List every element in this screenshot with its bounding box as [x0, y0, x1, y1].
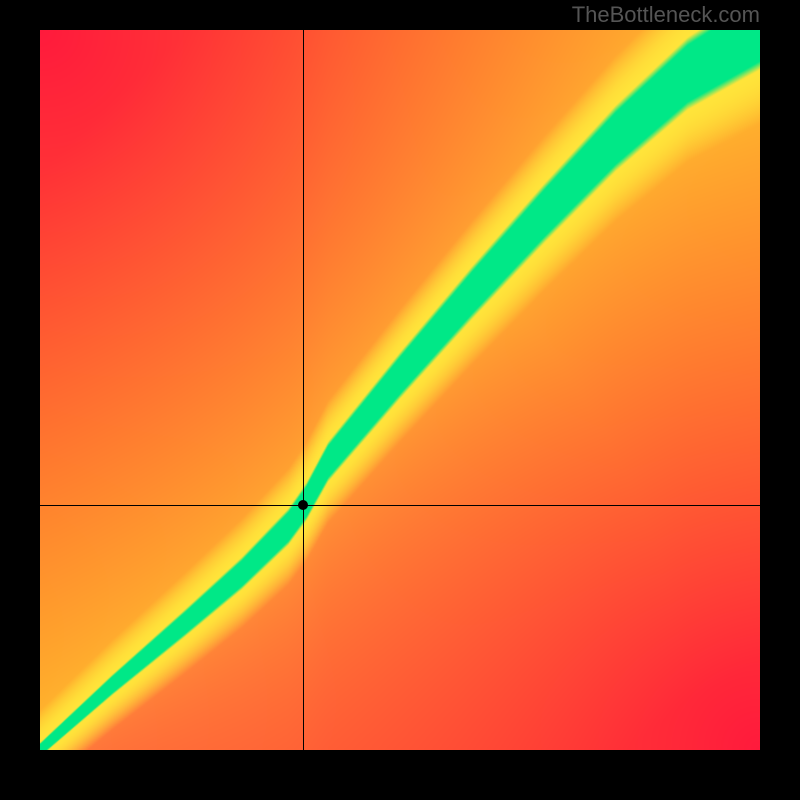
crosshair-vertical: [303, 30, 304, 750]
crosshair-horizontal: [40, 505, 760, 506]
heatmap-canvas: [40, 30, 760, 750]
crosshair-marker: [298, 500, 308, 510]
watermark-text: TheBottleneck.com: [572, 2, 760, 28]
bottleneck-heatmap: [40, 30, 760, 750]
